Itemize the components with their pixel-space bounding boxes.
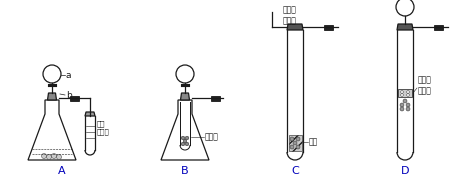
- Circle shape: [401, 94, 403, 96]
- Text: a: a: [66, 70, 72, 80]
- Text: C: C: [291, 166, 299, 176]
- Text: b: b: [66, 90, 72, 100]
- Circle shape: [406, 107, 410, 111]
- Bar: [288, 135, 301, 151]
- Polygon shape: [85, 112, 95, 116]
- Circle shape: [51, 153, 57, 158]
- Circle shape: [407, 94, 410, 96]
- Circle shape: [290, 137, 294, 141]
- Circle shape: [181, 142, 185, 146]
- Circle shape: [296, 145, 300, 149]
- Polygon shape: [287, 24, 303, 30]
- Bar: [398, 89, 412, 97]
- Circle shape: [407, 91, 410, 93]
- Text: 铜网: 铜网: [309, 137, 318, 146]
- Circle shape: [181, 136, 185, 140]
- Circle shape: [401, 91, 403, 93]
- Circle shape: [183, 139, 187, 143]
- Text: 澄清
石灰水: 澄清 石灰水: [97, 121, 110, 135]
- Bar: [433, 25, 443, 30]
- Circle shape: [400, 107, 404, 111]
- Text: 可抽动
的铜丝: 可抽动 的铜丝: [283, 5, 297, 25]
- Bar: [323, 25, 332, 30]
- Circle shape: [290, 145, 294, 149]
- Circle shape: [406, 103, 410, 107]
- Polygon shape: [47, 93, 57, 100]
- Text: 小试管: 小试管: [205, 132, 219, 142]
- Circle shape: [296, 137, 300, 141]
- Circle shape: [42, 153, 46, 158]
- Text: 多孔塑
料隔板: 多孔塑 料隔板: [418, 75, 432, 95]
- Bar: [211, 96, 219, 101]
- Circle shape: [400, 103, 404, 107]
- Circle shape: [403, 99, 407, 103]
- Circle shape: [57, 155, 61, 159]
- Circle shape: [185, 142, 189, 146]
- Circle shape: [293, 141, 297, 145]
- Polygon shape: [181, 93, 190, 100]
- Polygon shape: [397, 24, 413, 30]
- Circle shape: [185, 136, 189, 140]
- Text: B: B: [181, 166, 189, 176]
- Text: D: D: [401, 166, 409, 176]
- Bar: [70, 96, 79, 101]
- Text: A: A: [58, 166, 66, 176]
- Circle shape: [46, 155, 51, 159]
